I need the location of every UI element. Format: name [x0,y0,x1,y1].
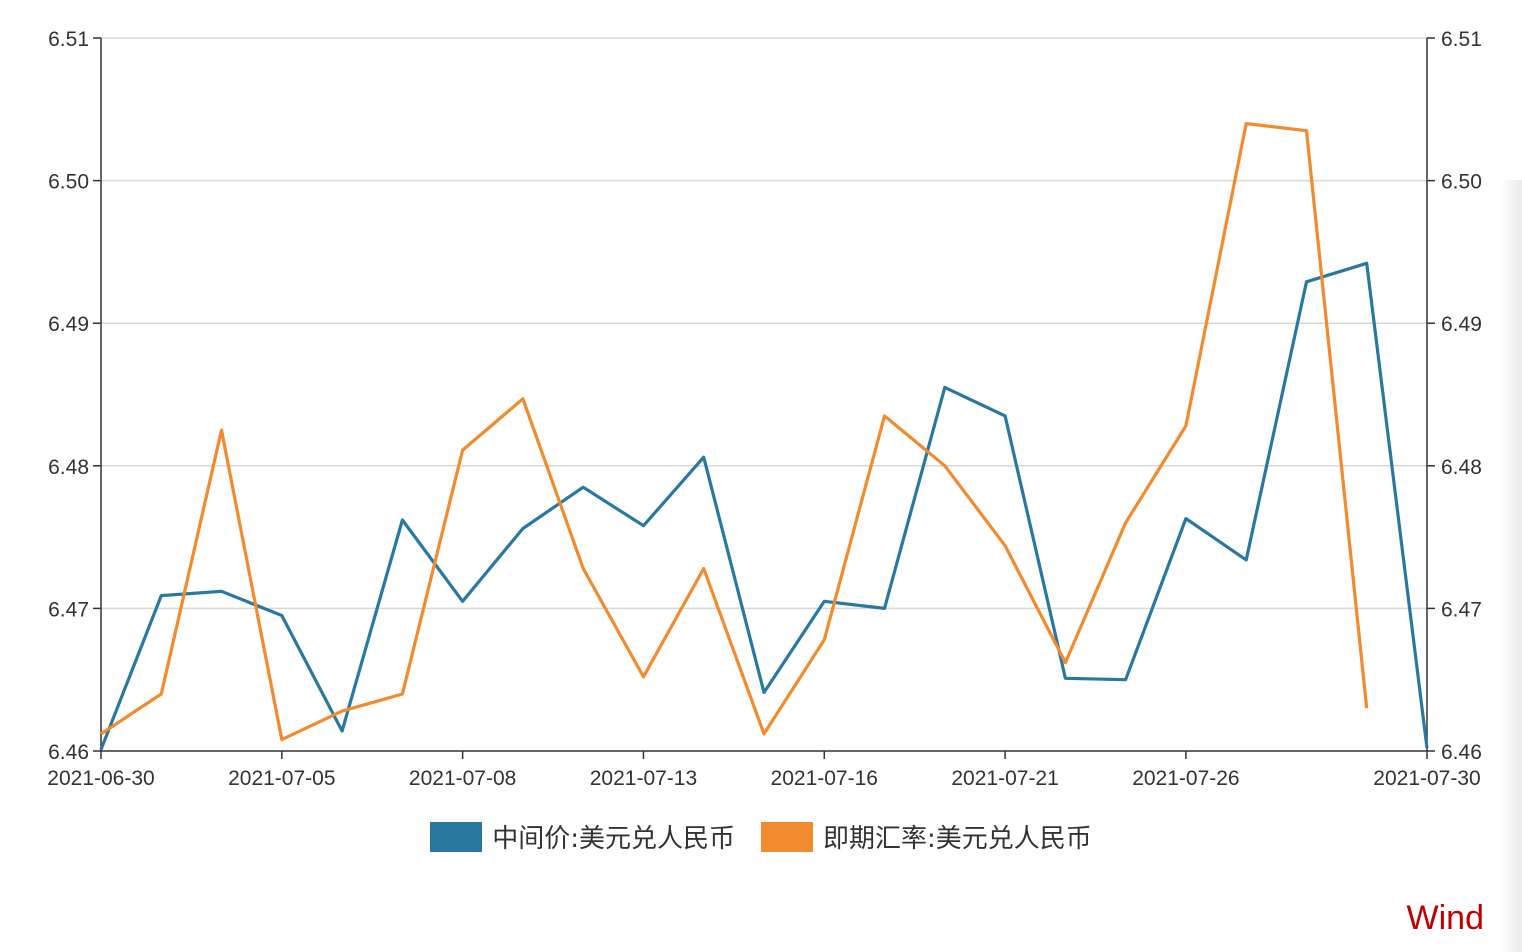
y-tick-label-right: 6.48 [1441,456,1482,479]
y-tick-label-left: 6.51 [48,28,89,51]
legend-item-series-1[interactable]: 中间价:美元兑人民币 [430,818,735,855]
x-tick-label: 2021-07-05 [228,767,335,790]
x-tick-label: 2021-06-30 [47,767,154,790]
legend-swatch-series-2 [761,821,813,852]
edge-shadow [1500,180,1522,952]
grid-lines [101,37,1427,610]
y-tick-label-right: 6.50 [1441,171,1482,194]
x-tick-label: 2021-07-13 [590,767,697,790]
x-tick-label: 2021-07-08 [409,767,516,790]
x-tick-label: 2021-07-21 [951,767,1058,790]
y-tick-label-left: 6.50 [48,171,89,194]
legend-swatch-series-1 [430,821,483,852]
line-chart: 6.46 6.46 6.47 6.47 6.48 6.48 6.49 6.49 6.50 6.50… [47,28,1482,790]
y-tick-label-left: 6.49 [48,313,89,336]
legend-label-series-2: 即期汇率:美元兑人民币 [823,824,1092,854]
y-tick-label-left: 6.48 [48,456,89,479]
series-lines [99,121,1429,751]
y-tick-label-left: 6.47 [48,598,89,621]
legend: 中间价:美元兑人民币 即期汇率:美元兑人民币 [0,818,1522,855]
tick-labels: 6.46 6.46 6.47 6.47 6.48 6.48 6.49 6.49 6.50 6.50… [47,28,1482,790]
x-tick-label: 2021-07-30 [1373,767,1480,790]
y-tick-label-left: 6.46 [48,741,89,764]
legend-label-series-1: 中间价:美元兑人民币 [492,824,735,854]
axes [93,37,1435,759]
series-line-2 [100,121,1369,742]
legend-item-series-2[interactable]: 即期汇率:美元兑人民币 [761,818,1092,855]
wind-watermark: Wind [1406,899,1484,937]
x-tick-label: 2021-07-16 [771,767,878,790]
y-tick-label-right: 6.47 [1441,598,1482,621]
x-tick-label: 2021-07-26 [1132,767,1239,790]
y-tick-label-right: 6.49 [1441,313,1482,336]
series-line-1 [99,261,1429,751]
y-tick-label-right: 6.46 [1441,741,1482,764]
y-tick-label-right: 6.51 [1441,28,1482,51]
